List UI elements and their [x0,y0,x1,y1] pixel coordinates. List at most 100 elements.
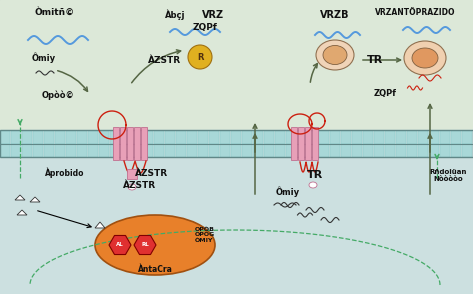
Bar [341,131,351,143]
Bar [407,143,417,156]
Polygon shape [95,222,105,228]
Bar [264,131,274,143]
Bar [0,143,10,156]
Bar [242,143,252,156]
Bar [363,143,373,156]
Bar [22,131,32,143]
Bar [275,143,285,156]
Bar [77,143,87,156]
Bar [242,131,252,143]
Bar [253,143,263,156]
Polygon shape [30,197,40,202]
Bar [154,143,164,156]
Bar [308,143,318,156]
Bar [429,143,439,156]
Bar [132,131,142,143]
Ellipse shape [404,41,446,75]
Bar [385,143,395,156]
Bar [121,143,131,156]
Bar [33,131,43,143]
Bar [187,143,197,156]
Bar [0,130,473,157]
Bar [55,143,65,156]
Bar [352,143,362,156]
Bar [113,127,119,160]
Polygon shape [17,210,27,215]
Bar [198,131,208,143]
Bar [143,131,153,143]
Bar [126,127,132,160]
Bar [99,143,109,156]
Text: ZQPf: ZQPf [374,88,396,98]
Bar [0,131,10,143]
Bar [133,127,140,160]
Bar [55,131,65,143]
Bar [33,143,43,156]
Bar [143,143,153,156]
Text: ÀZSTR: ÀZSTR [123,181,157,190]
Bar [462,143,472,156]
Text: VRZB: VRZB [320,10,350,20]
Bar [77,131,87,143]
Bar [407,131,417,143]
Bar [44,131,54,143]
Text: Opòò©: Opòò© [42,90,75,100]
Bar [418,131,428,143]
Bar [286,143,296,156]
Bar [110,143,120,156]
Text: ÀntaCra: ÀntaCra [138,265,173,275]
Bar [396,131,406,143]
Bar [418,143,428,156]
Bar [120,127,125,160]
Bar [330,131,340,143]
Text: OPÒB
OPÒG
ÒMIY: OPÒB OPÒG ÒMIY [195,227,215,243]
Bar [154,131,164,143]
Bar [88,143,98,156]
Bar [66,143,76,156]
Text: Ômiy: Ômiy [32,53,56,63]
Bar [385,131,395,143]
Bar [140,127,147,160]
Bar [0,130,473,294]
Bar [264,143,274,156]
Bar [330,143,340,156]
Text: AL: AL [116,243,124,248]
Ellipse shape [323,46,347,64]
Text: VRZANTÖPRAZIDO: VRZANTÖPRAZIDO [375,8,455,16]
Bar [319,143,329,156]
Bar [462,131,472,143]
Bar [220,143,230,156]
Bar [291,127,297,160]
Text: RL: RL [141,243,149,248]
Bar [22,143,32,156]
Text: R: R [197,53,203,61]
Bar [209,143,219,156]
Text: ÀZSTR: ÀZSTR [149,56,182,64]
Bar [374,143,384,156]
Bar [253,131,263,143]
Bar [187,131,197,143]
Bar [209,131,219,143]
Bar [0,0,473,130]
Text: TR: TR [367,55,383,65]
Bar [127,169,137,179]
Ellipse shape [316,40,354,70]
Bar [88,131,98,143]
Ellipse shape [95,215,215,275]
Ellipse shape [309,182,317,188]
Bar [176,131,186,143]
Bar [110,131,120,143]
Polygon shape [15,195,25,200]
Bar [286,131,296,143]
Bar [297,131,307,143]
Bar [374,131,384,143]
Bar [132,143,142,156]
Bar [275,131,285,143]
Bar [220,131,230,143]
Text: TR: TR [307,170,323,180]
Bar [305,127,311,160]
Ellipse shape [128,184,136,190]
Bar [312,127,318,160]
Bar [198,143,208,156]
Bar [121,131,131,143]
